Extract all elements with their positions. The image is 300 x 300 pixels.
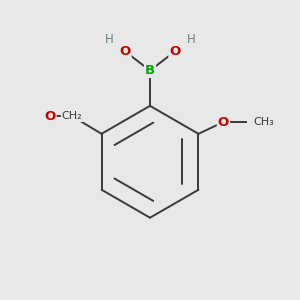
Text: O: O (218, 116, 229, 128)
Text: O: O (169, 45, 181, 58)
Text: B: B (145, 64, 155, 77)
Text: O: O (44, 110, 56, 123)
Text: O: O (119, 45, 130, 58)
Text: CH₂: CH₂ (62, 111, 82, 121)
Text: H: H (187, 33, 196, 46)
Text: CH₃: CH₃ (253, 117, 274, 127)
Text: H: H (104, 33, 113, 46)
